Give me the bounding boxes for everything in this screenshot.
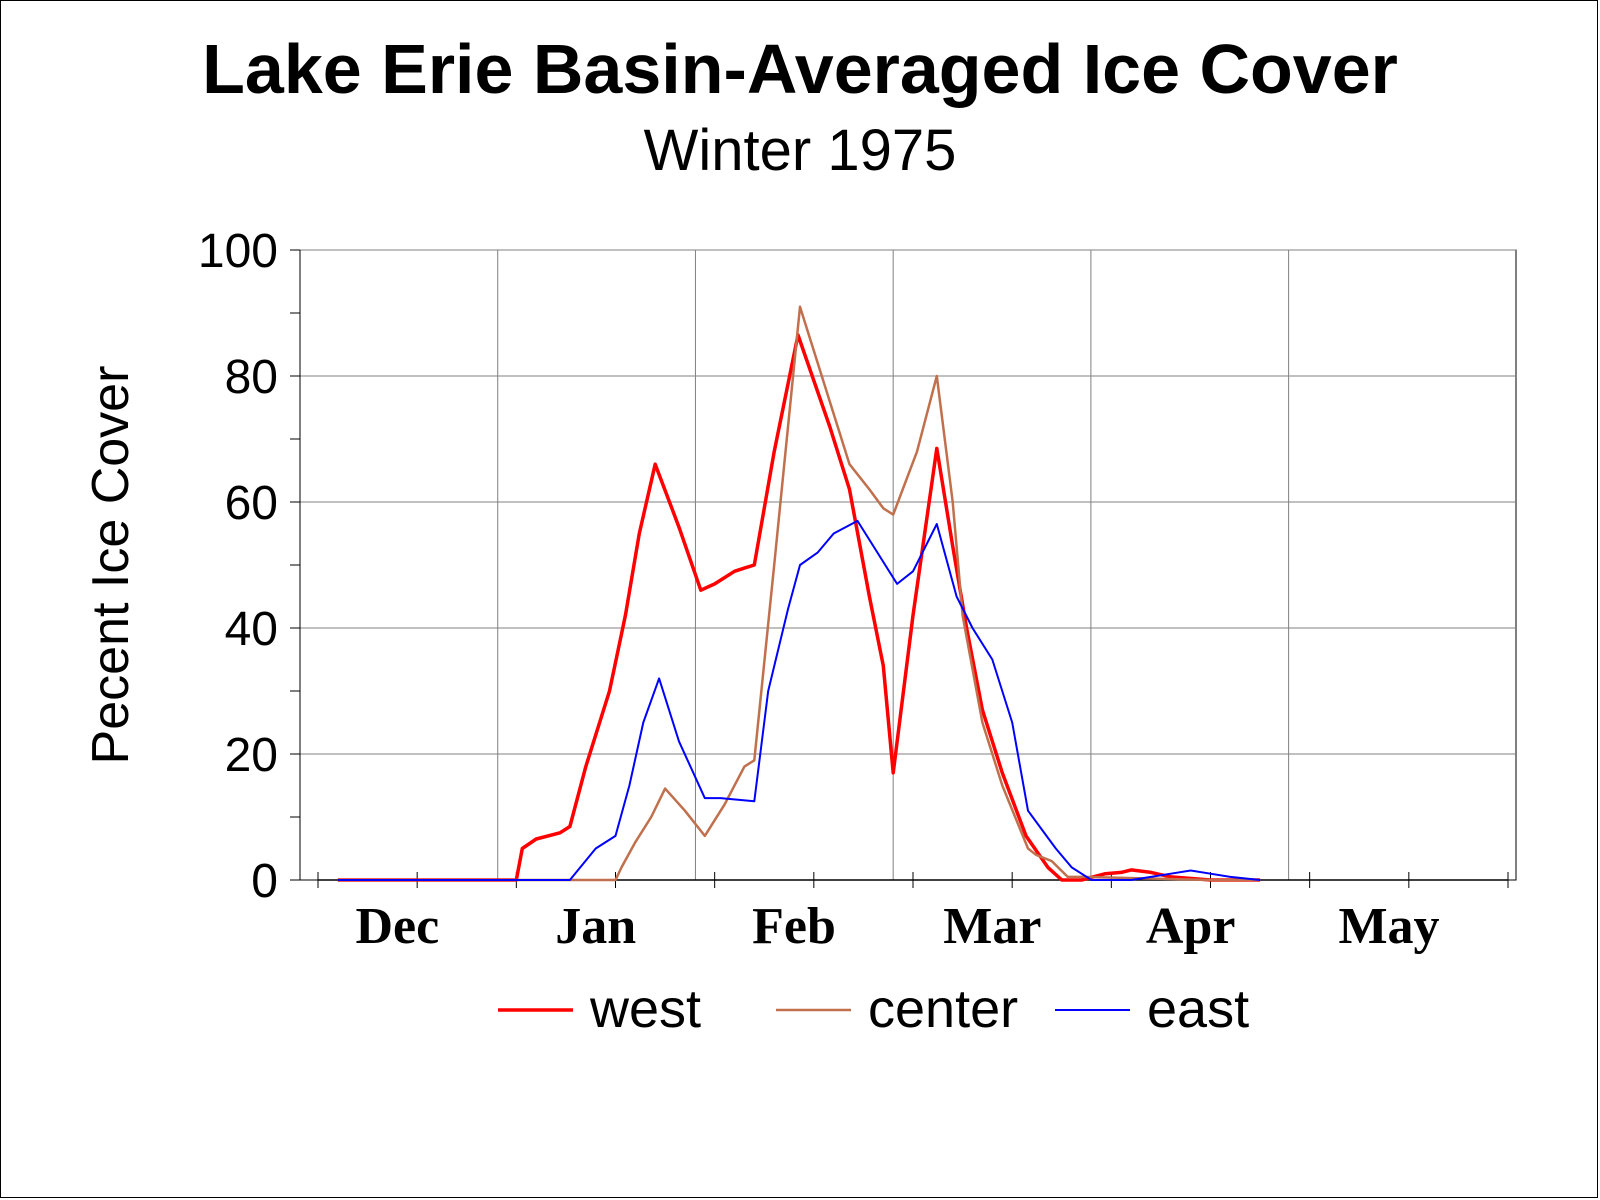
y-tick-label: 100 [198, 225, 278, 278]
x-tick-label: Dec [355, 898, 439, 955]
grid [300, 249, 1516, 880]
y-tick-label: 0 [251, 855, 278, 908]
y-tick-label: 20 [225, 729, 278, 782]
y-tick-label: 60 [225, 477, 278, 530]
chart-subtitle: Winter 1975 [643, 118, 957, 183]
plot-area [299, 249, 1517, 881]
series-line-east [337, 519, 1261, 881]
x-tick-label: Feb [752, 898, 836, 955]
y-axis-label: Pecent Ice Cover [82, 366, 140, 765]
x-tick-label: Mar [943, 898, 1041, 955]
legend: west center east [498, 979, 1249, 1039]
legend-label-east: east [1147, 979, 1249, 1039]
y-tick-label: 80 [225, 351, 278, 404]
legend-label-center: center [868, 979, 1018, 1039]
y-tick-labels: 0 20 40 60 80 100 [198, 225, 278, 908]
y-tick-label: 40 [225, 603, 278, 656]
chart-title: Lake Erie Basin-Averaged Ice Cover [202, 30, 1398, 108]
x-tick-label: Apr [1146, 898, 1236, 955]
x-tick-labels: Dec Jan Feb Mar Apr May [355, 898, 1439, 955]
series-line-center [337, 305, 1261, 882]
series-lines [337, 305, 1261, 882]
x-tick-label: Jan [555, 898, 636, 955]
legend-label-west: west [589, 979, 701, 1039]
x-tick-label: May [1338, 898, 1439, 955]
